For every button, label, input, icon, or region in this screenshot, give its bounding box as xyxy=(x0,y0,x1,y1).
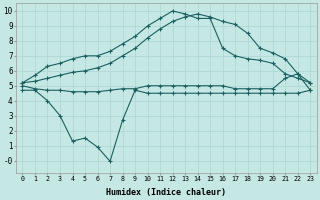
X-axis label: Humidex (Indice chaleur): Humidex (Indice chaleur) xyxy=(106,188,226,197)
